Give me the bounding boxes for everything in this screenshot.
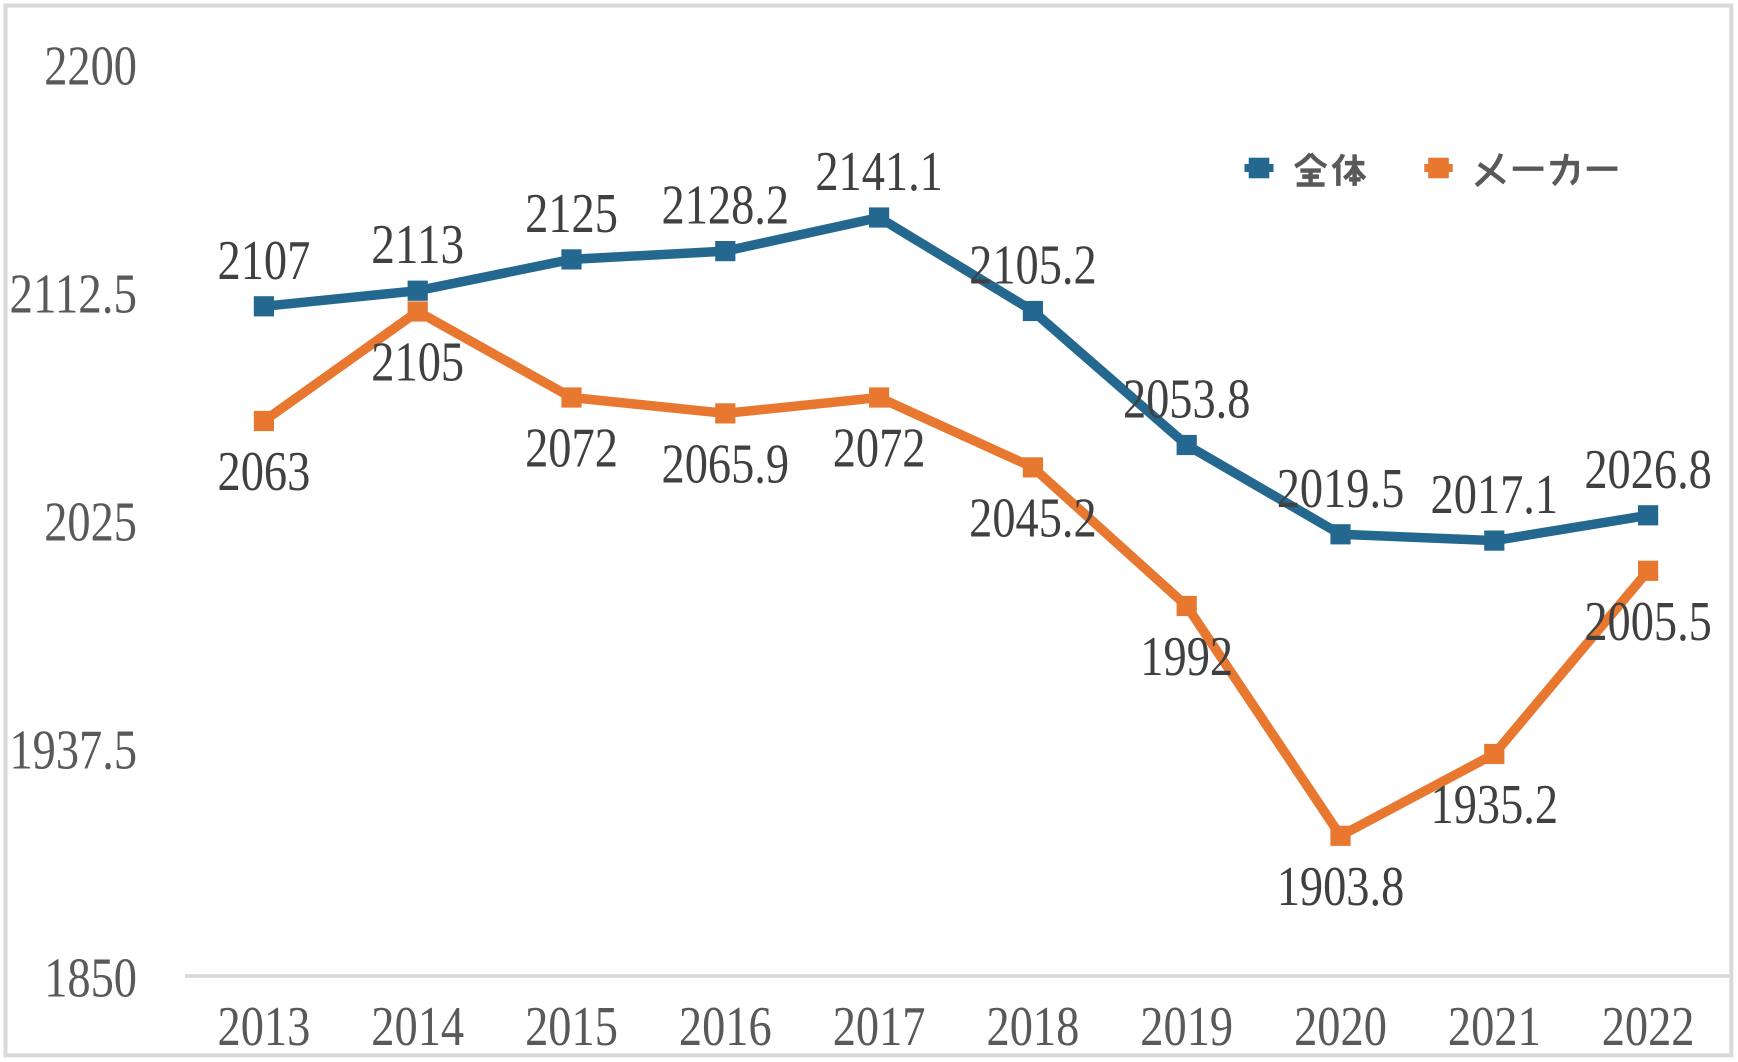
svg-text:2014: 2014 — [371, 996, 464, 1058]
svg-text:1992: 1992 — [1140, 626, 1233, 688]
svg-text:2105: 2105 — [371, 332, 464, 394]
svg-text:2017.1: 2017.1 — [1431, 464, 1559, 526]
svg-text:2022: 2022 — [1602, 996, 1695, 1058]
svg-text:1903.8: 1903.8 — [1277, 856, 1405, 918]
svg-text:2105.2: 2105.2 — [969, 235, 1097, 297]
svg-text:2107: 2107 — [218, 230, 311, 292]
svg-text:2020: 2020 — [1294, 996, 1387, 1058]
svg-text:2112.5: 2112.5 — [10, 264, 138, 326]
svg-text:1937.5: 1937.5 — [10, 720, 138, 782]
svg-text:2016: 2016 — [679, 996, 772, 1058]
svg-text:2065.9: 2065.9 — [662, 433, 790, 495]
svg-text:2053.8: 2053.8 — [1123, 369, 1251, 431]
svg-text:2019.5: 2019.5 — [1277, 458, 1405, 520]
svg-text:2113: 2113 — [371, 214, 464, 276]
svg-text:2017: 2017 — [833, 996, 926, 1058]
svg-text:2072: 2072 — [525, 418, 618, 480]
svg-text:2200: 2200 — [44, 36, 137, 98]
svg-text:2005.5: 2005.5 — [1584, 591, 1712, 653]
svg-text:2125: 2125 — [525, 183, 618, 245]
svg-text:2013: 2013 — [218, 996, 311, 1058]
svg-text:2015: 2015 — [525, 996, 618, 1058]
svg-text:1935.2: 1935.2 — [1431, 774, 1559, 836]
svg-text:2128.2: 2128.2 — [662, 175, 790, 237]
svg-text:2025: 2025 — [44, 492, 137, 554]
svg-text:2072: 2072 — [833, 418, 926, 480]
svg-text:2141.1: 2141.1 — [815, 141, 943, 203]
svg-text:2045.2: 2045.2 — [969, 487, 1097, 549]
svg-text:2021: 2021 — [1448, 996, 1541, 1058]
svg-text:2019: 2019 — [1140, 996, 1233, 1058]
svg-text:2026.8: 2026.8 — [1584, 439, 1712, 501]
svg-text:1850: 1850 — [44, 948, 137, 1010]
svg-text:2018: 2018 — [987, 996, 1080, 1058]
svg-text:2063: 2063 — [218, 441, 311, 503]
